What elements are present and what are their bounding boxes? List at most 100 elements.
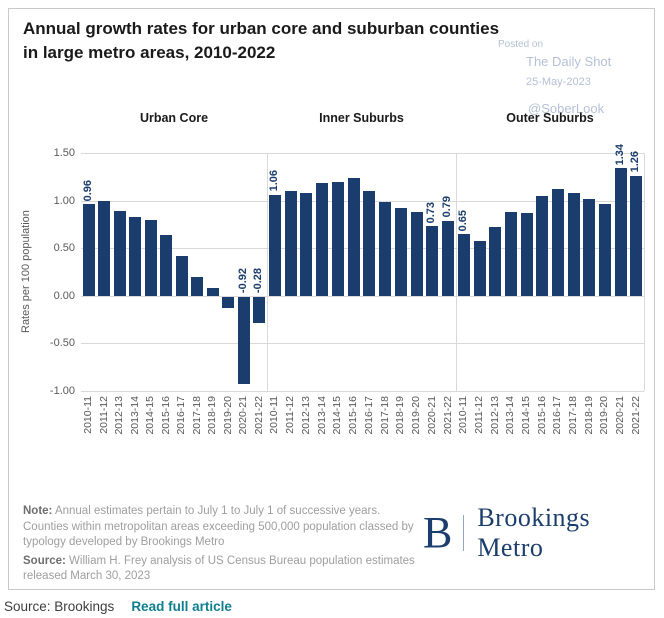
x-tick-label: 2014-15 — [520, 396, 532, 435]
x-tick-label: 2010-11 — [82, 396, 95, 434]
bar-value-label: -0.92 — [236, 267, 249, 293]
brookings-b-logomark: B — [423, 508, 453, 557]
source-label: Source: — [23, 554, 66, 567]
x-tick-label: 2018-19 — [206, 396, 219, 435]
bar — [551, 189, 564, 296]
bar — [237, 296, 250, 385]
bar-value-label: 0.96 — [81, 180, 94, 202]
panel-title: Inner Suburbs — [319, 111, 404, 125]
bar — [410, 212, 423, 296]
x-tick-label: 2013-14 — [315, 396, 328, 435]
panel-separator — [644, 153, 645, 391]
x-tick-label: 2015-16 — [159, 396, 172, 435]
note-label: Note: — [23, 505, 53, 517]
bar — [630, 175, 643, 296]
x-tick-label: 2014-15 — [331, 396, 344, 435]
x-tick-label: 2020-21 — [237, 396, 250, 435]
bar — [347, 177, 360, 296]
x-tick-label: 2021-22 — [629, 396, 642, 435]
logo-name: Brookings Metro — [477, 503, 591, 562]
bar — [504, 212, 517, 296]
bar — [536, 195, 549, 296]
gridline — [81, 391, 644, 392]
bar — [489, 227, 502, 296]
x-tick-label: 2010-11 — [268, 396, 281, 434]
y-tick-label: -1.00 — [49, 385, 75, 397]
x-tick-label: 2020-21 — [614, 396, 626, 435]
bar — [268, 194, 281, 296]
bar — [567, 192, 580, 296]
x-tick-label: 2017-18 — [378, 396, 391, 435]
bar-value-label: 0.79 — [441, 196, 454, 218]
bar — [426, 226, 439, 296]
bar — [520, 212, 533, 296]
x-tick-label: 2021-22 — [252, 396, 265, 435]
panel-title: Urban Core — [139, 111, 209, 125]
bar — [82, 204, 95, 296]
bar — [473, 240, 486, 296]
source-line: Source: William H. Frey analysis of US C… — [23, 554, 425, 585]
bar — [457, 233, 470, 296]
brookings-metro-logo: B Brookings Metro — [423, 503, 654, 563]
bar — [442, 220, 455, 296]
panel-separator — [456, 153, 457, 391]
x-tick-label: 2021-22 — [441, 396, 454, 435]
bar — [284, 191, 297, 296]
y-tick-label: 0.00 — [53, 289, 75, 302]
bar-value-label: 1.06 — [267, 170, 280, 192]
bar — [253, 296, 266, 324]
bar — [331, 181, 344, 296]
x-tick-label: 2011-12 — [473, 396, 485, 434]
x-tick-label: 2016-17 — [362, 396, 375, 435]
bar — [363, 191, 376, 296]
gridline — [81, 248, 644, 250]
chart-card: Annual growth rates for urban core and s… — [8, 8, 655, 590]
y-tick-label: -0.50 — [49, 337, 75, 350]
x-tick-label: 2011-12 — [97, 396, 110, 434]
x-tick-label: 2019-20 — [410, 396, 423, 435]
y-tick-label: 1.50 — [53, 147, 75, 159]
bar — [175, 255, 188, 296]
x-tick-label: 2012-13 — [488, 396, 501, 435]
x-tick-label: 2010-11 — [457, 396, 470, 434]
bar — [583, 198, 596, 296]
note-line: Note: Annual estimates pertain to July 1… — [23, 504, 425, 551]
bar — [614, 168, 627, 296]
panel-title: Outer Suburbs — [506, 111, 594, 125]
bar — [113, 211, 126, 296]
x-tick-label: 2020-21 — [425, 396, 438, 435]
x-tick-label: 2019-20 — [221, 396, 234, 435]
bar — [160, 234, 173, 296]
bar-chart-area: 1.50 1.00 0.50 0.00 -0.50 -1.00 Urban Core 2010… — [9, 9, 654, 589]
gridline — [81, 343, 644, 345]
bar — [394, 208, 407, 296]
bar — [316, 183, 329, 296]
bar — [191, 276, 204, 296]
bar-value-label: 1.26 — [629, 151, 642, 173]
x-tick-label: 2015-16 — [347, 396, 360, 435]
bar-value-label: 1.34 — [613, 143, 626, 166]
bar — [222, 296, 235, 309]
gridline — [81, 200, 644, 202]
x-tick-label: 2015-16 — [535, 396, 548, 435]
bar-value-label: -0.28 — [252, 267, 265, 293]
chart-title: Annual growth rates for urban core and s… — [23, 19, 500, 62]
gridline — [81, 153, 644, 154]
image-caption: Source: Brookings Read full article — [4, 599, 232, 614]
x-tick-label: 2013-14 — [128, 396, 141, 435]
bar — [598, 204, 611, 296]
bar — [379, 201, 392, 296]
x-tick-label: 2017-18 — [567, 396, 579, 435]
panel-separator — [267, 153, 268, 391]
x-tick-label: 2018-19 — [394, 396, 407, 435]
caption-source: Source: Brookings — [4, 599, 115, 614]
logo-divider — [463, 515, 465, 551]
x-tick-label: 2012-13 — [299, 396, 312, 435]
x-tick-label: 2016-17 — [175, 396, 188, 435]
y-tick-label: 1.00 — [53, 194, 75, 207]
source-text: William H. Frey analysis of US Census Bu… — [23, 554, 415, 583]
read-full-article-link[interactable]: Read full article — [131, 599, 232, 614]
x-tick-label: 2014-15 — [144, 396, 157, 435]
chart-notes: Note: Annual estimates pertain to July 1… — [23, 504, 425, 588]
bar — [300, 192, 313, 296]
